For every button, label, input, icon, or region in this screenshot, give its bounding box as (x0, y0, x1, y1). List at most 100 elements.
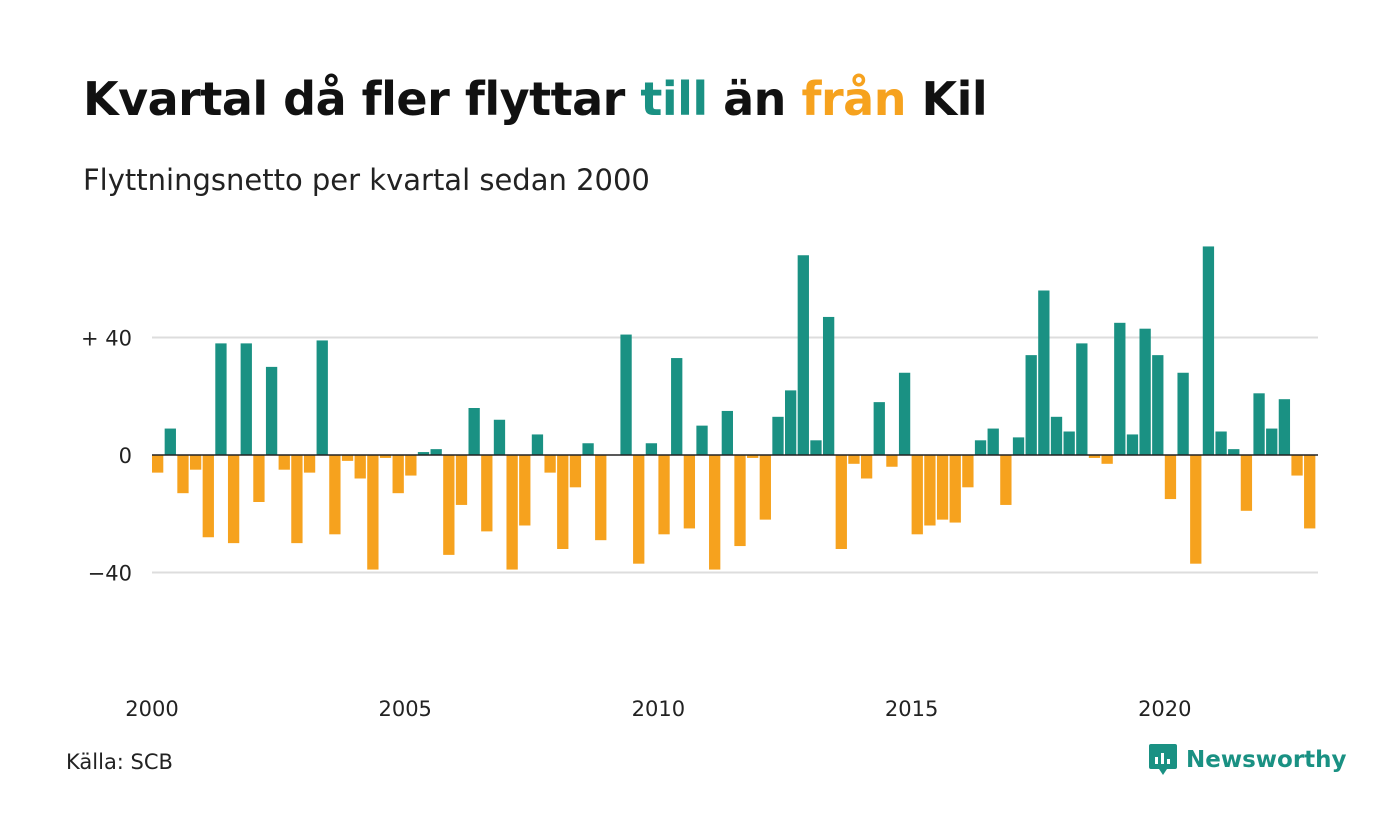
bar (835, 455, 847, 549)
bar (734, 455, 746, 547)
source-note: Källa: SCB (66, 750, 173, 774)
bar (962, 455, 974, 488)
bar (911, 455, 923, 535)
bar (848, 455, 860, 464)
bar (481, 455, 493, 532)
bar (936, 455, 949, 520)
bar (1266, 428, 1278, 455)
bar (1215, 431, 1227, 455)
title-till: till (640, 72, 708, 126)
bar (392, 455, 404, 494)
bar (227, 455, 240, 544)
bar (215, 343, 227, 456)
bar (468, 408, 480, 455)
bar (696, 425, 708, 456)
bar (1038, 290, 1050, 455)
title-part-1: Kvartal då fler flyttar (83, 72, 641, 126)
brand-logo: Newsworthy (1148, 742, 1347, 778)
bar (709, 455, 721, 570)
bar-layer (152, 246, 1316, 570)
bar (1190, 455, 1202, 564)
bar (1000, 455, 1012, 505)
bar (557, 455, 569, 549)
bar (1240, 455, 1253, 511)
bar (1152, 355, 1164, 456)
bar (1228, 449, 1240, 456)
bar (1291, 455, 1303, 476)
bar (898, 372, 911, 455)
bar (1101, 455, 1113, 464)
bar (493, 419, 506, 455)
y-tick-label: 0 (119, 444, 132, 468)
bar (1202, 246, 1215, 455)
bar (671, 358, 683, 455)
bar (443, 455, 455, 555)
title-part-3: Kil (905, 72, 988, 126)
bar (987, 428, 999, 455)
title-part-2: än (707, 72, 802, 126)
bar (1126, 434, 1139, 455)
bar (291, 455, 303, 544)
bar (1278, 399, 1291, 455)
bar (253, 455, 265, 502)
bar (544, 455, 556, 473)
bar (531, 434, 544, 455)
bar (949, 455, 961, 523)
bar (367, 455, 379, 570)
bar (886, 455, 898, 467)
bar (177, 455, 189, 494)
bar (1050, 416, 1063, 455)
bar (974, 440, 987, 455)
chart-subtitle: Flyttningsnetto per kvartal sedan 2000 (83, 163, 650, 197)
bar (569, 455, 582, 488)
bar (822, 316, 835, 455)
bar (1076, 343, 1088, 456)
bar (1177, 372, 1189, 455)
y-tick-label: −40 (88, 562, 132, 586)
bar (1012, 437, 1025, 456)
bar (1025, 355, 1037, 456)
bar (202, 455, 214, 538)
bar (341, 455, 354, 461)
bar (582, 443, 594, 455)
x-tick-label: 2015 (885, 697, 938, 721)
bar (658, 455, 670, 535)
newsworthy-logo-icon (1149, 744, 1177, 775)
bar (329, 455, 341, 535)
bar (873, 402, 885, 456)
bar (620, 334, 632, 455)
title-fran: från (801, 72, 906, 126)
bar (417, 452, 430, 455)
bar (506, 455, 518, 570)
bar (430, 449, 442, 456)
bar (759, 455, 771, 520)
bar (265, 366, 278, 456)
x-tick-label: 2010 (632, 697, 685, 721)
bar (772, 416, 784, 455)
bar (633, 455, 645, 564)
chart-title: Kvartal då fler flyttar till än från Kil (83, 72, 988, 126)
x-tick-label: 2020 (1138, 697, 1191, 721)
brand-name: Newsworthy (1186, 747, 1347, 773)
bar (354, 455, 366, 479)
bar (810, 440, 822, 455)
bar (164, 428, 176, 455)
bar (860, 455, 873, 479)
bar (455, 455, 468, 505)
bar (405, 455, 417, 476)
bar (683, 455, 696, 529)
bar (645, 443, 658, 455)
bar (747, 455, 759, 458)
bar (721, 410, 733, 455)
bar (1063, 431, 1075, 455)
bar (1253, 393, 1265, 455)
bar (1088, 455, 1101, 458)
x-tick-label: 2005 (378, 697, 431, 721)
bar (1139, 328, 1151, 455)
axis-layer: + 40 0 −40 2000 2005 2010 2015 2020 (81, 327, 1318, 721)
bar (189, 455, 202, 470)
bar (316, 340, 328, 455)
bar (303, 455, 316, 473)
bar (1304, 455, 1316, 529)
